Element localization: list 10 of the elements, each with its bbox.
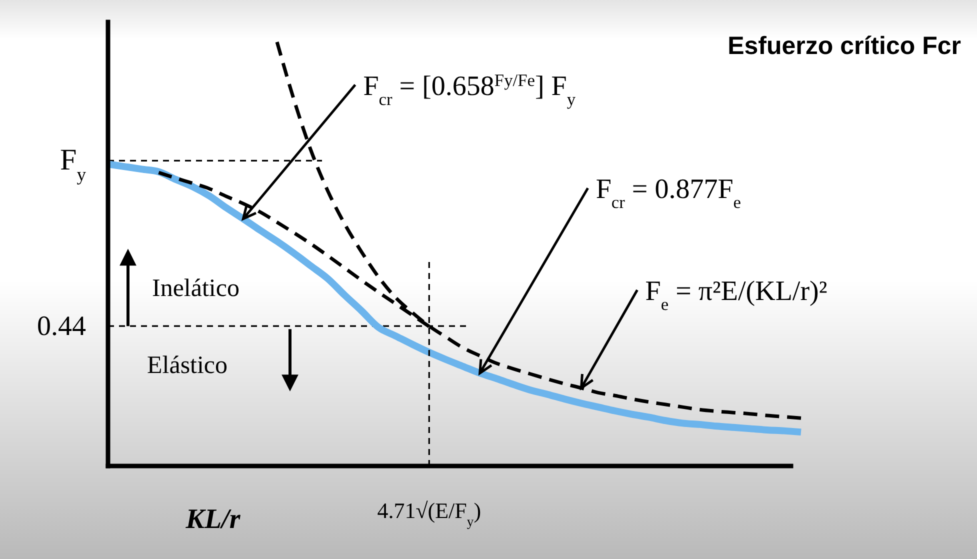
annotation: Elástico	[147, 352, 228, 380]
annotation: Inelático	[152, 275, 240, 302]
text: F$_{y}$	[60, 144, 87, 186]
annotation: F$_{e}$ = π²E/(KL/r)²	[645, 276, 828, 314]
text: 4.71√(E/F$_{y}$)	[377, 498, 482, 528]
annotation: F$_{cr}$ = 0.877F$_{e}$	[596, 174, 742, 212]
text: 0.44	[37, 311, 86, 342]
x-axis-title: KL/r	[184, 504, 242, 535]
annotation: F$_{cr}$ = [0.658$^{Fy/Fe}$] F$_{y}$	[363, 70, 576, 108]
text: Esfuerzo crítico Fcr	[728, 32, 962, 60]
